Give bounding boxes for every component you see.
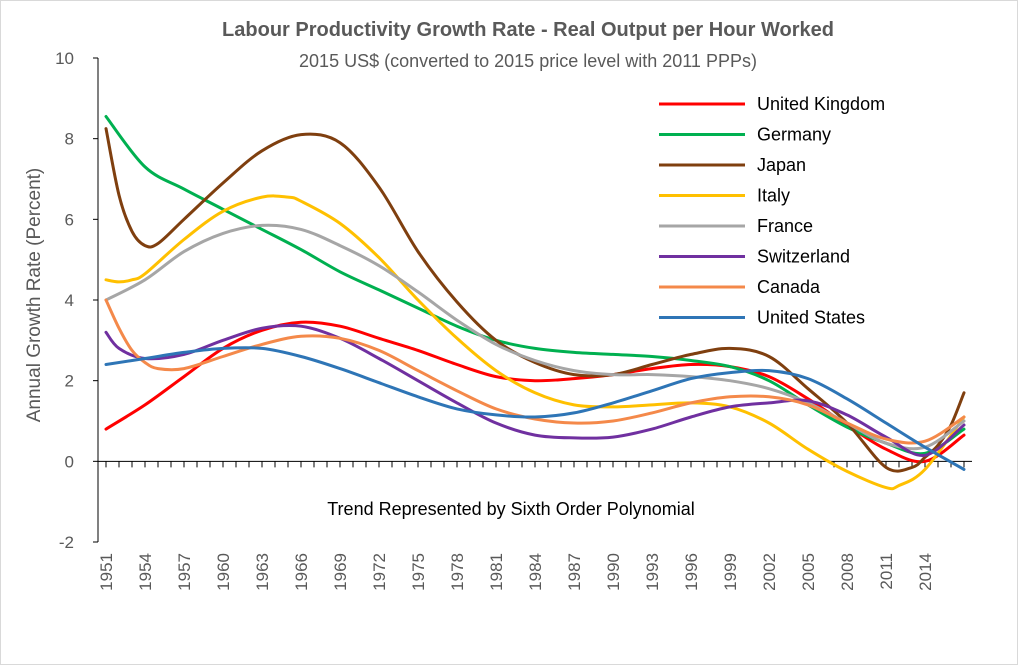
x-tick-label: 1972: [370, 553, 389, 591]
legend-label-france: France: [757, 216, 813, 236]
x-tick-label: 1957: [175, 553, 194, 591]
series-line-united-kingdom: [104, 320, 966, 464]
y-tick-label: -2: [59, 533, 74, 552]
series-line-united-states: [104, 346, 966, 471]
x-tick-label: 1984: [526, 553, 545, 591]
series-line-switzerland: [104, 323, 966, 457]
legend-label-germany: Germany: [757, 125, 831, 145]
legend-label-italy: Italy: [757, 186, 790, 206]
chart-annotation: Trend Represented by Sixth Order Polynom…: [327, 499, 695, 519]
x-tick-label: 1975: [409, 553, 428, 591]
legend-label-united-states: United States: [757, 308, 865, 328]
x-tick-label: 2002: [760, 553, 779, 591]
x-tick-label: 1966: [292, 553, 311, 591]
x-tick-label: 1990: [604, 553, 623, 591]
legend-label-united-kingdom: United Kingdom: [757, 94, 885, 114]
y-tick-label: 8: [65, 130, 74, 149]
series-line-japan: [104, 127, 966, 473]
x-tick-label: 2005: [799, 553, 818, 591]
series-line-italy: [104, 194, 966, 491]
y-tick-label: 0: [65, 452, 74, 471]
y-tick-label: 2: [65, 372, 74, 391]
x-tick-label: 2011: [877, 553, 896, 590]
x-tick-label: 1951: [97, 553, 116, 591]
x-tick-label: 1981: [487, 553, 506, 591]
y-tick-label: 4: [65, 291, 74, 310]
x-tick-label: 2008: [838, 553, 857, 591]
x-tick-label: 1963: [253, 553, 272, 591]
y-tick-label: 10: [55, 49, 74, 68]
x-tick-label: 1987: [565, 553, 584, 591]
x-tick-label: 1960: [214, 553, 233, 591]
series-line-canada: [104, 298, 966, 445]
x-tick-label: 1969: [331, 553, 350, 591]
x-tick-label: 1954: [136, 553, 155, 591]
legend-label-japan: Japan: [757, 155, 806, 175]
chart-title: Labour Productivity Growth Rate - Real O…: [222, 19, 834, 41]
x-tick-label: 1999: [721, 553, 740, 591]
y-tick-label: 6: [65, 210, 74, 229]
series-line-germany: [104, 115, 966, 456]
x-tick-label: 1978: [448, 553, 467, 591]
x-tick-label: 1993: [643, 553, 662, 591]
legend-label-switzerland: Switzerland: [757, 247, 850, 267]
y-axis-title: Annual Growth Rate (Percent): [24, 168, 45, 423]
x-tick-label: 2014: [916, 553, 935, 591]
chart-subtitle: 2015 US$ (converted to 2015 price level …: [299, 51, 757, 71]
legend-label-canada: Canada: [757, 277, 821, 297]
x-tick-label: 1996: [682, 553, 701, 591]
